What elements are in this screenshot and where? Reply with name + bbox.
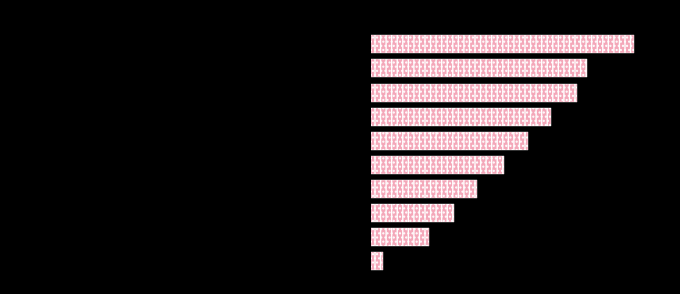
Bar (371, 59, 587, 78)
Bar (371, 180, 477, 198)
Bar (371, 204, 454, 222)
Bar (371, 35, 634, 54)
Bar (371, 132, 528, 150)
Bar (371, 108, 551, 126)
Bar (371, 59, 587, 78)
Bar (371, 252, 383, 270)
Bar (371, 35, 634, 54)
Bar (371, 228, 429, 246)
Bar (371, 83, 577, 102)
Bar (371, 180, 477, 198)
Bar (371, 228, 429, 246)
Bar (371, 204, 454, 222)
Bar (371, 156, 504, 174)
Bar (371, 83, 577, 102)
Bar (371, 108, 551, 126)
Bar (371, 252, 383, 270)
Bar (371, 156, 504, 174)
Bar (371, 132, 528, 150)
